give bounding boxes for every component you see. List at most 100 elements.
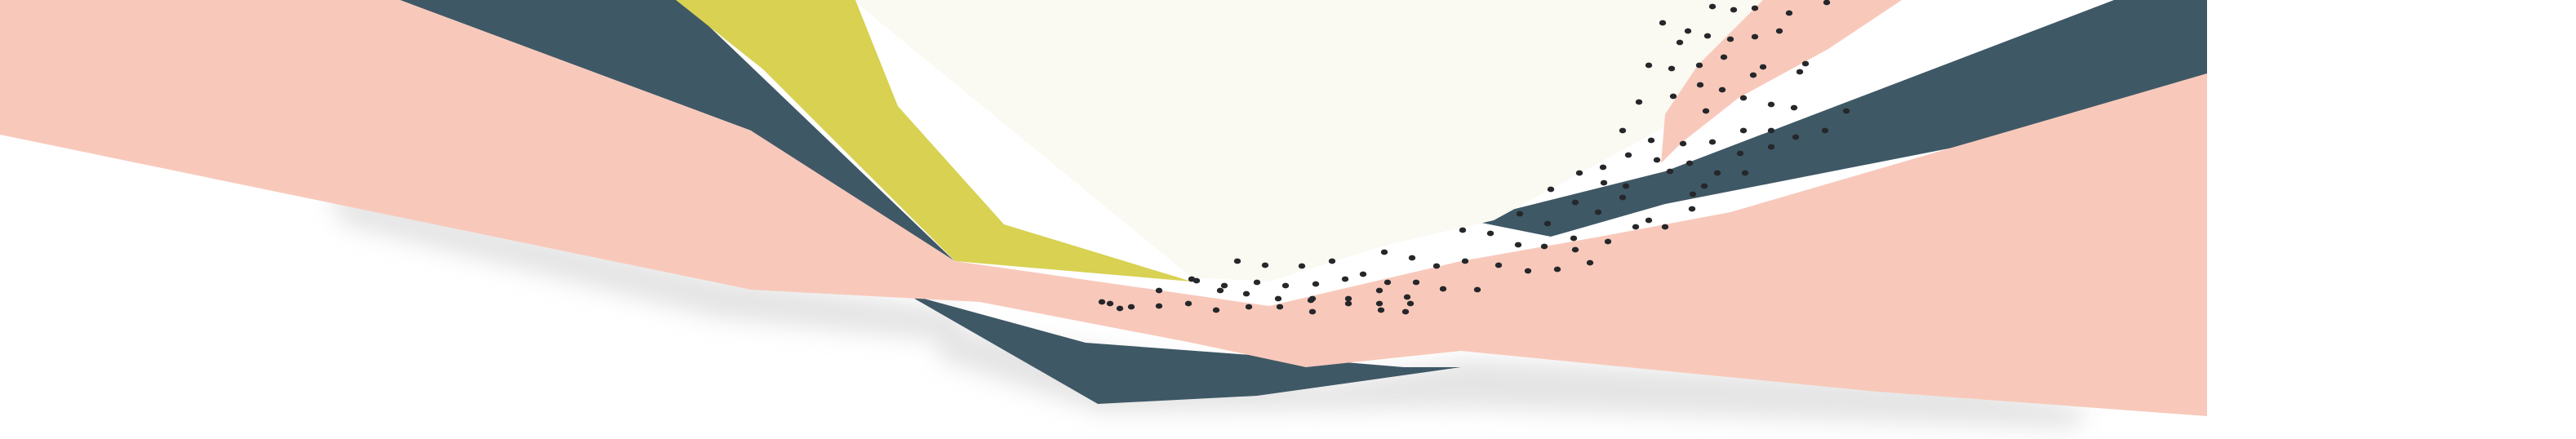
dot bbox=[1632, 224, 1640, 230]
dot bbox=[1751, 5, 1759, 11]
dot bbox=[1406, 300, 1415, 307]
dot bbox=[1543, 220, 1552, 227]
dot bbox=[1653, 157, 1661, 163]
dot bbox=[1619, 194, 1627, 201]
dot bbox=[1703, 33, 1712, 39]
dot bbox=[1383, 279, 1392, 286]
dot bbox=[1619, 127, 1627, 134]
dot bbox=[1594, 209, 1602, 215]
dot bbox=[1375, 287, 1383, 294]
dot bbox=[1575, 170, 1583, 176]
dot bbox=[1432, 263, 1441, 269]
dot bbox=[1684, 28, 1692, 34]
dot bbox=[1718, 86, 1726, 93]
dot bbox=[1767, 127, 1775, 134]
dot bbox=[1540, 243, 1548, 250]
dot bbox=[1666, 168, 1674, 175]
dot bbox=[1308, 308, 1317, 315]
dot bbox=[1600, 180, 1608, 186]
dot bbox=[1659, 20, 1667, 26]
dot bbox=[1700, 183, 1708, 189]
dot bbox=[1645, 217, 1653, 224]
dot bbox=[1571, 199, 1579, 206]
dot bbox=[1233, 258, 1241, 264]
dot bbox=[1586, 259, 1594, 266]
dot bbox=[1736, 150, 1744, 157]
dot bbox=[1401, 308, 1410, 315]
dot bbox=[1461, 258, 1469, 264]
dot bbox=[1344, 300, 1352, 307]
dot bbox=[1155, 287, 1163, 294]
dot bbox=[1220, 282, 1228, 289]
dot bbox=[1801, 60, 1810, 67]
dot bbox=[1726, 36, 1734, 42]
dot bbox=[1155, 303, 1163, 309]
shadow-bottom bbox=[939, 326, 2090, 428]
dot bbox=[1668, 65, 1676, 72]
dot bbox=[1212, 307, 1220, 313]
dot bbox=[1473, 286, 1481, 293]
dot bbox=[1796, 69, 1804, 75]
dot bbox=[1775, 28, 1783, 34]
dot bbox=[1720, 54, 1728, 60]
dot bbox=[1380, 249, 1388, 255]
dot bbox=[1553, 266, 1561, 273]
dot bbox=[1599, 164, 1607, 171]
dot bbox=[1821, 127, 1829, 134]
dot bbox=[1751, 33, 1759, 40]
dot bbox=[1188, 276, 1196, 282]
dot bbox=[1604, 238, 1612, 245]
dot bbox=[1459, 227, 1467, 233]
dot bbox=[1739, 127, 1748, 134]
peach-band-main bbox=[0, 0, 2207, 416]
dot bbox=[1708, 3, 1717, 10]
dot bbox=[1274, 295, 1282, 302]
dot bbox=[1514, 242, 1522, 248]
dot bbox=[1412, 279, 1420, 286]
dot bbox=[1713, 170, 1721, 176]
dot bbox=[1216, 287, 1224, 294]
dot bbox=[1571, 246, 1579, 253]
dot bbox=[1695, 62, 1703, 69]
dot bbox=[1261, 262, 1269, 268]
dot bbox=[1688, 206, 1696, 212]
dot bbox=[1676, 39, 1684, 46]
dot bbox=[1647, 137, 1655, 144]
dot bbox=[1307, 297, 1315, 304]
dot bbox=[1098, 299, 1106, 305]
dot bbox=[1486, 230, 1495, 237]
dot bbox=[1403, 294, 1411, 300]
dot bbox=[1696, 82, 1704, 88]
dot bbox=[1767, 101, 1775, 108]
dot bbox=[1106, 300, 1114, 307]
dot bbox=[1739, 95, 1748, 101]
dot bbox=[1661, 224, 1669, 230]
dot bbox=[1276, 304, 1284, 310]
slate-shape-right bbox=[1469, 0, 2207, 237]
dot bbox=[1785, 10, 1793, 16]
dot bbox=[1669, 93, 1677, 100]
slate-shape-bottom bbox=[906, 294, 1461, 404]
dot bbox=[1547, 186, 1555, 193]
dot bbox=[1375, 300, 1383, 307]
mustard-shape bbox=[676, 0, 1192, 282]
dot bbox=[1823, 0, 1831, 6]
dot bbox=[1842, 108, 1850, 114]
dot bbox=[1570, 235, 1578, 242]
dot bbox=[1524, 268, 1532, 274]
dot bbox=[1792, 134, 1800, 140]
dot bbox=[1328, 258, 1336, 264]
dot bbox=[1242, 290, 1250, 297]
dot bbox=[1116, 305, 1124, 312]
dot bbox=[1708, 139, 1717, 145]
dot bbox=[1689, 191, 1697, 197]
dot bbox=[1253, 279, 1261, 286]
dot bbox=[1635, 99, 1643, 105]
dot bbox=[1749, 72, 1757, 78]
dot bbox=[1516, 211, 1524, 217]
dot bbox=[1702, 108, 1710, 114]
dot-pattern bbox=[1098, 0, 1850, 315]
dot bbox=[1759, 64, 1767, 70]
dot bbox=[1344, 295, 1352, 302]
